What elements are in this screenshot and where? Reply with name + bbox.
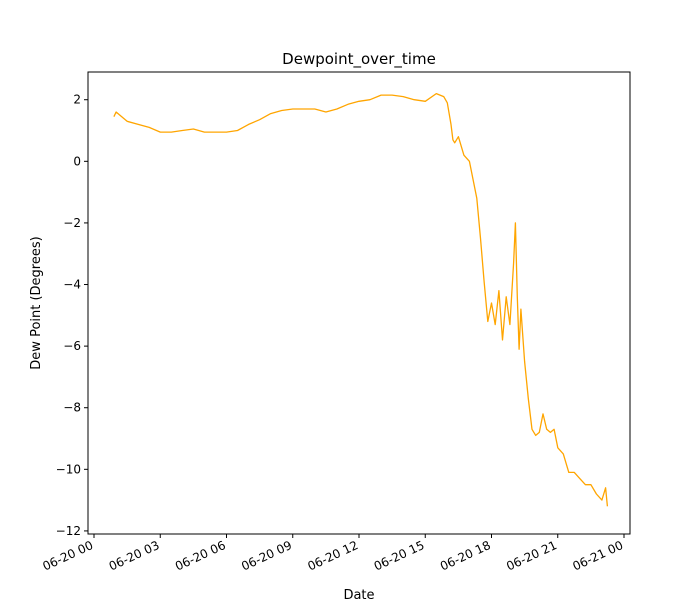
chart-title: Dewpoint_over_time [282, 50, 436, 69]
y-tick-label: −4 [63, 278, 81, 292]
y-tick-label: −10 [56, 462, 81, 476]
series-line-dewpoint [113, 92, 609, 507]
x-axis-label: Date [343, 588, 374, 600]
y-axis: 2 0 −2 −4 −6 −8 −10 −12 [56, 93, 88, 538]
series-layer [113, 92, 609, 507]
y-axis-label: Dew Point (Degrees) [29, 236, 44, 369]
y-tick-label: 2 [73, 93, 81, 107]
y-tick-label: −8 [63, 401, 81, 415]
y-tick-label: 0 [73, 154, 81, 168]
y-tick-label: −2 [63, 216, 81, 230]
y-tick-label: −6 [63, 339, 81, 353]
y-tick-label: −12 [56, 524, 81, 538]
